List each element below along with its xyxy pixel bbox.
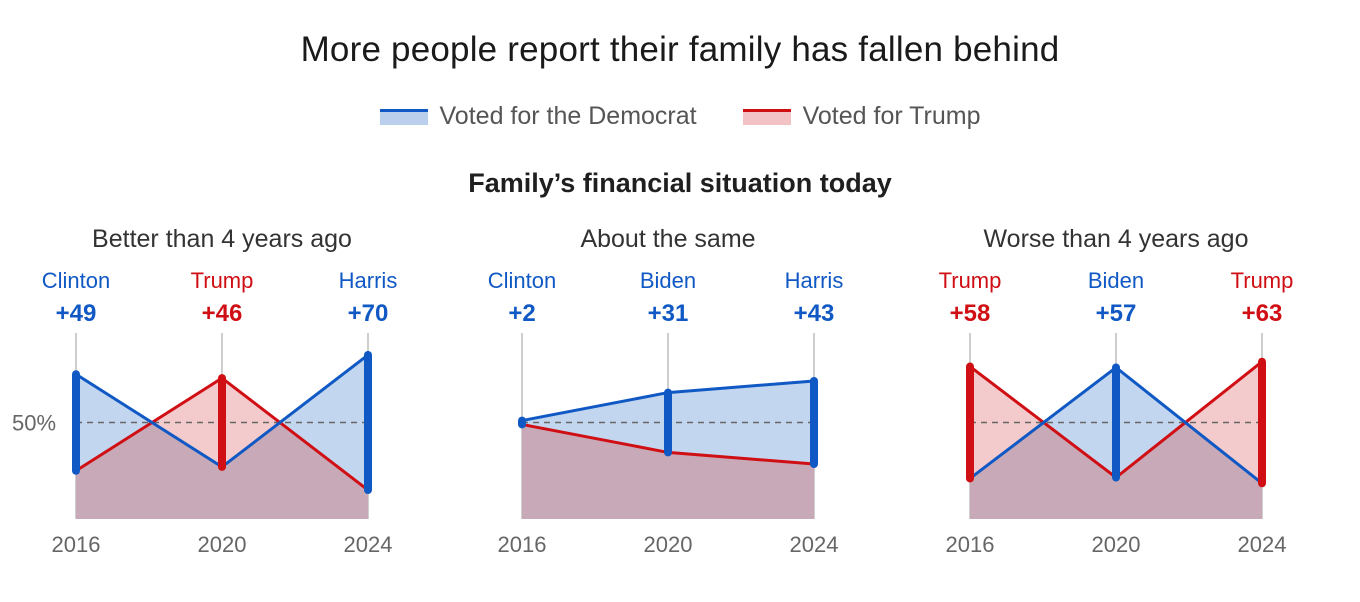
chart-subtitle: Family’s financial situation today	[468, 168, 892, 198]
leader-name: Trump	[1231, 268, 1294, 293]
legend: Voted for the Democrat Voted for Trump	[0, 102, 1360, 131]
legend-item-dem: Voted for the Democrat	[379, 102, 697, 131]
x-tick-label: 2024	[344, 532, 393, 557]
x-tick-label: 2024	[1238, 532, 1287, 557]
legend-label-dem: Voted for the Democrat	[439, 102, 697, 130]
leader-margin: +63	[1242, 300, 1283, 327]
x-tick-label: 2020	[1092, 532, 1141, 557]
x-tick-label: 2016	[52, 532, 101, 557]
panel-1: Better than 4 years ago Clinton +49 Trump +4…	[12, 225, 397, 557]
panel-title: About the same	[580, 225, 755, 253]
legend-swatch-dem	[379, 108, 428, 125]
leader-margin: +57	[1096, 300, 1137, 327]
x-tick-label: 2024	[790, 532, 839, 557]
leader-name: Clinton	[488, 268, 556, 293]
leader-name: Harris	[785, 268, 844, 293]
x-tick-label: 2016	[946, 532, 995, 557]
leader-margin: +70	[348, 300, 389, 327]
legend-label-rep: Voted for Trump	[802, 102, 981, 130]
leader-margin: +43	[794, 300, 835, 327]
leader-margin: +31	[648, 300, 689, 327]
leader-name: Harris	[339, 268, 398, 293]
leader-name: Clinton	[42, 268, 110, 293]
leader-name: Trump	[191, 268, 254, 293]
leader-margin: +49	[56, 300, 97, 327]
leader-name: Biden	[640, 268, 696, 293]
panel-3: Worse than 4 years ago Trump +58 Biden +57 Tr…	[939, 225, 1294, 557]
panel-title: Worse than 4 years ago	[984, 225, 1249, 253]
legend-item-rep: Voted for Trump	[742, 102, 981, 131]
area-overlap	[522, 424, 814, 519]
area-overlap	[970, 422, 1262, 519]
x-tick-label: 2020	[644, 532, 693, 557]
leader-margin: +2	[508, 300, 535, 327]
panel-2: About the same Clinton +2 Biden +31 Harris +43…	[488, 225, 844, 557]
x-tick-label: 2016	[498, 532, 547, 557]
panel-title: Better than 4 years ago	[92, 225, 352, 253]
chart-title: More people report their family has fall…	[300, 30, 1060, 69]
leader-name: Biden	[1088, 268, 1144, 293]
legend-swatch-rep	[742, 108, 791, 125]
x-tick-label: 2020	[198, 532, 247, 557]
reference-label: 50%	[12, 411, 56, 436]
leader-margin: +46	[202, 300, 243, 327]
leader-name: Trump	[939, 268, 1002, 293]
leader-margin: +58	[950, 300, 991, 327]
